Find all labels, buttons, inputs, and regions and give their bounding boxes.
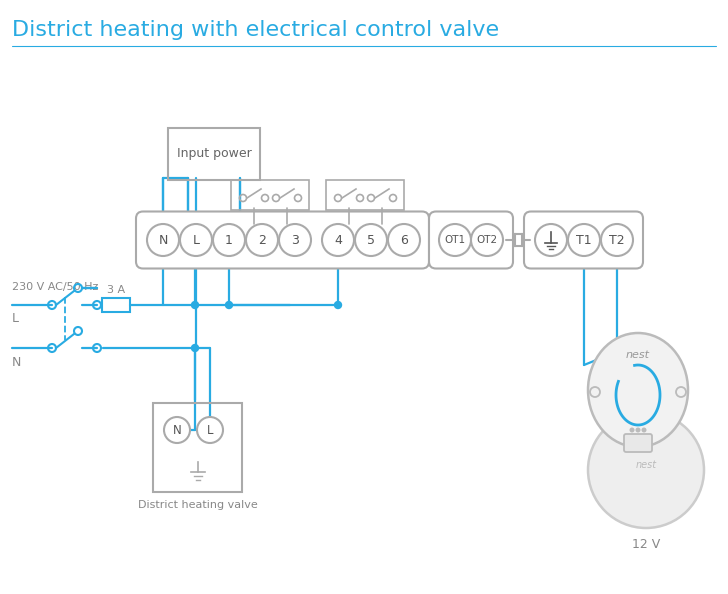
Circle shape [355,224,387,256]
Circle shape [601,224,633,256]
Circle shape [246,224,278,256]
Text: District heating valve: District heating valve [138,500,258,510]
Circle shape [388,224,420,256]
Text: L: L [12,312,19,326]
Circle shape [197,417,223,443]
Circle shape [334,302,341,308]
Text: L: L [207,424,213,437]
Circle shape [191,302,199,308]
Circle shape [471,224,503,256]
Circle shape [641,428,646,432]
Text: L: L [192,233,199,247]
Text: 2: 2 [258,233,266,247]
Circle shape [636,428,641,432]
Circle shape [147,224,179,256]
Text: nest: nest [626,350,650,360]
FancyBboxPatch shape [136,211,429,268]
Circle shape [180,224,212,256]
Text: N: N [12,355,21,368]
FancyBboxPatch shape [524,211,643,268]
Circle shape [226,302,232,308]
Text: 12 V: 12 V [632,538,660,551]
Text: N: N [158,233,167,247]
Text: N: N [173,424,181,437]
Circle shape [322,224,354,256]
Text: Input power: Input power [177,147,251,160]
Text: nest: nest [636,460,657,470]
Text: 6: 6 [400,233,408,247]
Text: T1: T1 [576,233,592,247]
Text: OT2: OT2 [476,235,497,245]
Text: 4: 4 [334,233,342,247]
Text: District heating with electrical control valve: District heating with electrical control… [12,20,499,40]
Text: 230 V AC/50 Hz: 230 V AC/50 Hz [12,282,98,292]
Circle shape [213,224,245,256]
Circle shape [568,224,600,256]
FancyBboxPatch shape [624,434,652,452]
Ellipse shape [588,333,688,447]
Circle shape [164,417,190,443]
Circle shape [630,428,635,432]
Text: 3 A: 3 A [107,285,125,295]
Text: T2: T2 [609,233,625,247]
Circle shape [191,345,199,352]
Circle shape [279,224,311,256]
Text: 1: 1 [225,233,233,247]
Text: 3: 3 [291,233,299,247]
Text: OT1: OT1 [444,235,466,245]
Circle shape [588,412,704,528]
Circle shape [535,224,567,256]
Circle shape [439,224,471,256]
Text: 5: 5 [367,233,375,247]
FancyBboxPatch shape [429,211,513,268]
